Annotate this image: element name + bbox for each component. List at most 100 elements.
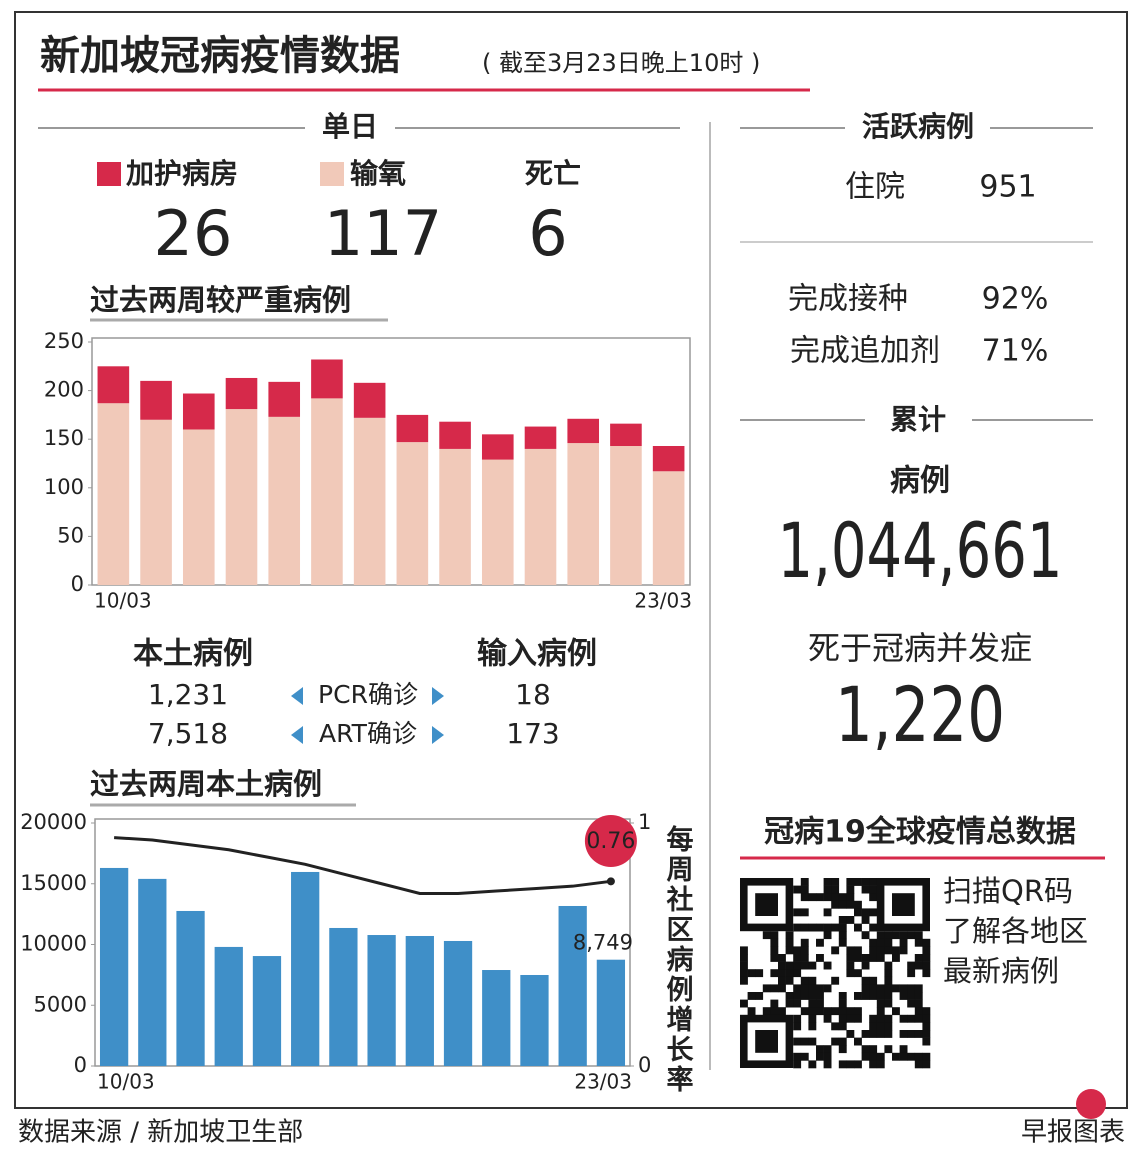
qr-module (914, 954, 923, 962)
qr-module (823, 1052, 832, 1061)
qr-module (854, 908, 862, 917)
y-tick-label: 0 (71, 572, 84, 596)
bar (520, 974, 549, 1066)
qr-module (831, 923, 840, 932)
qr-module (861, 1052, 870, 1061)
qr-module (914, 984, 923, 993)
qr-module (861, 931, 870, 940)
qr-module (892, 1052, 900, 1061)
qr-module (876, 1030, 885, 1038)
table-header: 输入病例 (477, 637, 597, 672)
qr-module (831, 1007, 840, 1016)
y2-tick-label: 1 (638, 810, 651, 834)
y-tick-label: 20000 (20, 810, 87, 834)
qr-module (755, 969, 764, 978)
table-cell: ART确诊 (319, 719, 417, 748)
value-label: 8,749 (573, 931, 633, 955)
qr-module (914, 999, 923, 1008)
qr-module (770, 954, 779, 962)
qr-module (838, 938, 847, 947)
bar (268, 416, 301, 585)
qr-module (876, 1060, 885, 1069)
qr-module (800, 923, 809, 932)
qr-module (808, 999, 817, 1008)
qr-module (854, 1014, 862, 1023)
y-tick-label: 250 (44, 329, 84, 353)
qr-module (838, 1007, 847, 1016)
qr-module (922, 961, 931, 970)
logo (1076, 1089, 1106, 1119)
daily-value: 6 (528, 197, 567, 270)
qr-module (861, 1030, 870, 1038)
qr-module (770, 938, 779, 947)
qr-module (793, 1037, 802, 1046)
label-bubble (584, 815, 637, 867)
qr-module (846, 916, 855, 924)
qr-module (876, 992, 885, 1000)
bar (396, 414, 429, 443)
bar (353, 382, 386, 418)
qr-module (922, 969, 931, 978)
y-tick-label: 0 (74, 1053, 87, 1077)
qr-module (793, 923, 802, 932)
qr-module (808, 1037, 817, 1046)
qr-module (884, 976, 893, 985)
chart-title: 过去两周较严重病例 (90, 283, 351, 317)
qr-finder (876, 877, 930, 932)
qr-module (892, 984, 900, 993)
qr-module (816, 992, 824, 1000)
qr-module (793, 1022, 802, 1031)
qr-module (800, 1052, 809, 1061)
qr-module (854, 923, 862, 932)
qr-module (884, 946, 893, 955)
section-title: 累计 (890, 403, 946, 436)
qr-module (892, 931, 900, 940)
stat-value: 1,220 (835, 670, 1005, 759)
qr-module (793, 954, 802, 962)
bar (140, 380, 172, 420)
qr-module (914, 1007, 923, 1016)
qr-module (838, 1037, 847, 1046)
qr-finder (755, 893, 778, 916)
y-tick-label: 150 (44, 426, 84, 450)
qr-finder (739, 1014, 794, 1068)
qr-module (800, 885, 809, 894)
qr-module (899, 946, 908, 955)
qr-module (892, 954, 900, 962)
bar (524, 426, 557, 449)
bar (99, 867, 129, 1066)
frame (14, 11, 1128, 1109)
qr-module (861, 908, 870, 917)
qr-module (793, 992, 802, 1000)
qr-module (838, 931, 847, 940)
qr-module (785, 938, 794, 947)
qr-module (770, 1007, 779, 1016)
qr-module (778, 976, 786, 985)
bar (610, 423, 642, 447)
qr-module (800, 984, 809, 993)
qr-module (899, 1030, 908, 1038)
qr-module (869, 908, 878, 917)
qr-module (785, 976, 794, 985)
subtitle: ( 截至3月23日晚上10时 ) (482, 49, 760, 77)
qr-module (816, 999, 824, 1008)
qr-module (884, 984, 893, 993)
y2-axis-label: 每周社区病例增长率 (662, 824, 694, 1095)
qr-module (808, 1022, 817, 1031)
qr-module (762, 931, 771, 940)
qr-module (808, 1060, 817, 1069)
qr-module (808, 976, 817, 985)
qr-module (869, 893, 878, 902)
qr-module (869, 923, 878, 932)
qr-module (899, 931, 908, 940)
qr-module (800, 878, 809, 886)
qr-module (869, 1060, 878, 1069)
qr-module (876, 1007, 885, 1016)
qr-module (914, 992, 923, 1000)
qr-module (846, 946, 855, 955)
bar (225, 377, 258, 410)
stat-value: 92% (982, 282, 1049, 317)
title: 新加坡冠病疫情数据 (40, 33, 400, 79)
qr-module (800, 992, 809, 1000)
qr-module (747, 992, 756, 1000)
